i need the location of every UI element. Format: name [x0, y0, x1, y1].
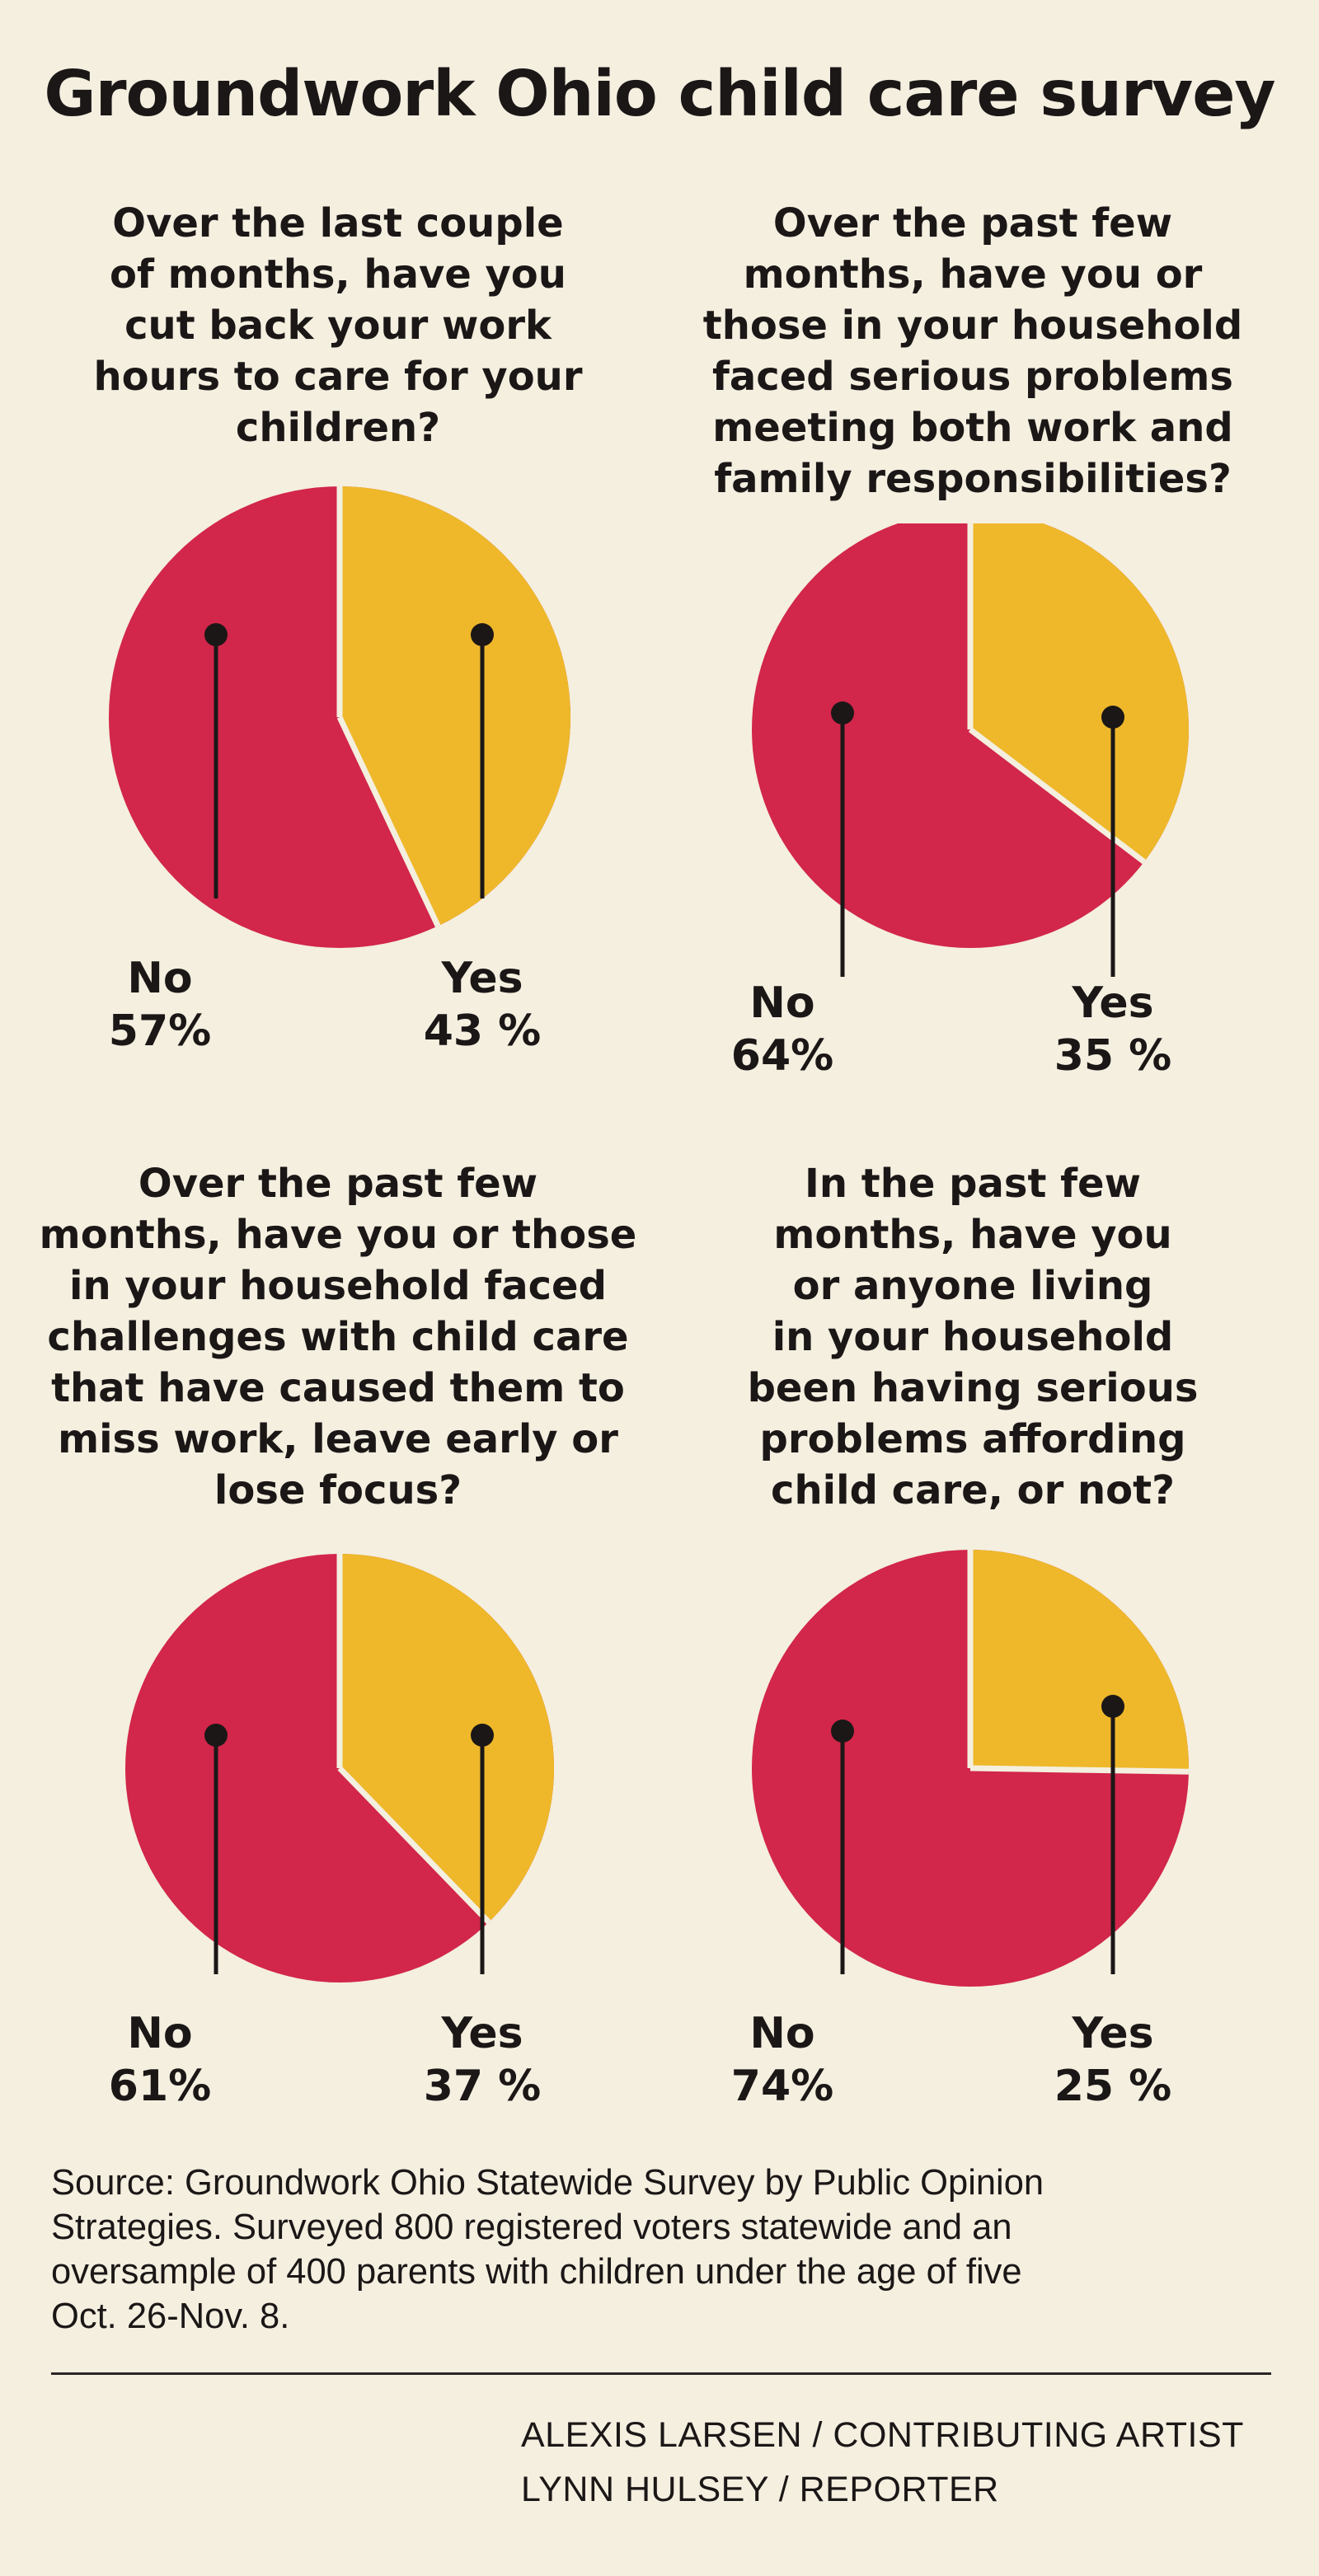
slice-divider [336, 716, 441, 927]
yes-leader-dot [471, 1724, 494, 1747]
question-text: Over the past few months, have you or th… [39, 1161, 637, 1513]
yes-slice [340, 1554, 554, 1922]
yes-label: Yes 25 % [1030, 2007, 1195, 2113]
survey-panel-miss-work: Over the past few months, have you or th… [25, 1158, 651, 2131]
pie-chart-svg [125, 1554, 554, 1982]
yes-category: Yes [441, 954, 523, 1003]
pie-chart [25, 1546, 651, 2040]
pie-chart-svg [752, 523, 1189, 977]
no-leader-dot [204, 1724, 228, 1747]
no-category: No [749, 2009, 815, 2058]
pie-chart [660, 523, 1286, 1018]
no-leader-dot [831, 1720, 854, 1743]
no-category: No [127, 954, 193, 1003]
yes-percent: 35 % [1054, 1031, 1172, 1081]
pie-chart [25, 470, 651, 964]
no-percent: 61% [108, 2062, 212, 2111]
slice-divider [969, 1765, 1190, 1775]
no-leader-dot [831, 701, 854, 725]
no-category: No [127, 2009, 193, 2058]
yes-category: Yes [1072, 2009, 1154, 2058]
question-text: In the past few months, have you or anyo… [747, 1161, 1199, 1513]
survey-panel-work-family: Over the past few months, have you or th… [660, 198, 1286, 1171]
pie-chart-svg [109, 486, 570, 948]
yes-category: Yes [441, 2009, 523, 2058]
question-text: Over the last couple of months, have you… [93, 200, 583, 451]
no-label: No 74% [700, 2007, 865, 2113]
page-title: Groundwork Ohio child care survey [44, 58, 1275, 131]
slice-divider [337, 1766, 491, 1925]
yes-leader-dot [471, 623, 494, 646]
no-label: No 64% [700, 977, 865, 1082]
yes-category: Yes [1072, 978, 1154, 1028]
no-percent: 74% [730, 2062, 834, 2111]
pie-chart [660, 1546, 1286, 2040]
no-category: No [749, 978, 815, 1028]
yes-label: Yes 37 % [400, 2007, 565, 2113]
pie-chart-svg [752, 1550, 1190, 1987]
yes-slice [340, 486, 570, 927]
divider [51, 2372, 1271, 2375]
reporter-credit: LYNN HULSEY / REPORTER [521, 2470, 999, 2509]
source-note: Source: Groundwork Ohio Statewide Survey… [51, 2163, 1044, 2336]
no-percent: 64% [730, 1031, 834, 1081]
no-label: No 61% [77, 2007, 242, 2113]
yes-percent: 43 % [423, 1006, 542, 1056]
yes-percent: 37 % [423, 2062, 542, 2111]
slice-divider [968, 727, 1146, 865]
survey-panel-work-hours: Over the last couple of months, have you… [25, 198, 651, 1171]
yes-percent: 25 % [1054, 2062, 1172, 2111]
no-leader-dot [204, 623, 228, 646]
no-percent: 57% [108, 1006, 212, 1056]
survey-panel-afford-care: In the past few months, have you or anyo… [660, 1158, 1286, 2131]
yes-slice [970, 1550, 1189, 1772]
yes-label: Yes 43 % [400, 952, 565, 1058]
yes-leader-dot [1101, 706, 1124, 729]
yes-label: Yes 35 % [1030, 977, 1195, 1082]
no-label: No 57% [77, 952, 242, 1058]
question-text: Over the past few months, have you or th… [702, 200, 1243, 502]
yes-leader-dot [1101, 1695, 1124, 1718]
artist-credit: ALEXIS LARSEN / CONTRIBUTING ARTIST [521, 2415, 1244, 2455]
yes-slice [970, 523, 1189, 862]
